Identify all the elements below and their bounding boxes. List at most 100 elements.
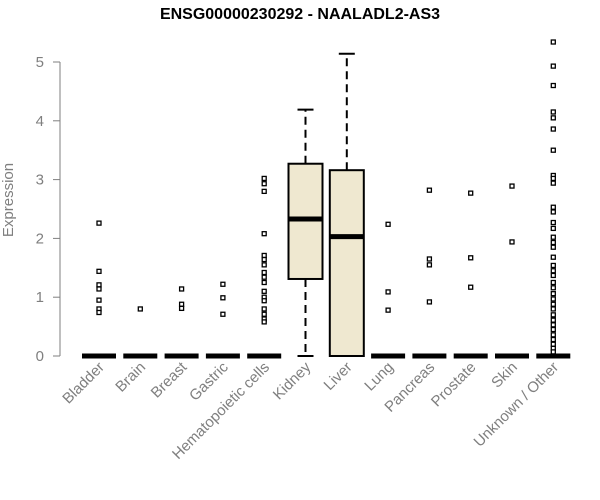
box-group [536, 39, 571, 359]
outlier-point [550, 82, 556, 89]
outlier-point [261, 319, 267, 325]
outlier-point [550, 126, 556, 132]
outlier-point [550, 204, 556, 210]
outlier-point [550, 322, 556, 328]
outlier-point [550, 279, 556, 286]
outlier-point [468, 190, 474, 196]
chart-title: ENSG00000230292 - NAALADL2-AS3 [159, 6, 441, 23]
outlier-point [96, 220, 102, 226]
x-tick-label: Lung [361, 359, 397, 395]
outlier-point [550, 306, 556, 312]
box-group [205, 281, 240, 359]
outlier-point [550, 115, 556, 121]
outlier-point [385, 307, 391, 313]
outlier-point [137, 306, 143, 312]
outlier-point [261, 181, 267, 187]
box-group [164, 286, 199, 359]
outlier-point [220, 311, 226, 317]
outlier-point [550, 341, 556, 347]
outlier-point [550, 147, 556, 153]
outlier-point [261, 252, 267, 259]
outlier-point [550, 291, 556, 297]
outlier-point [550, 349, 556, 355]
outlier-point [550, 39, 556, 45]
x-tick-label: Bladder [59, 359, 108, 408]
outlier-point [550, 312, 556, 318]
x-tick-label: Kidney [270, 358, 315, 403]
y-tick-label: 3 [36, 172, 44, 189]
outlier-point [550, 63, 556, 69]
outlier-point [550, 225, 556, 232]
outlier-point [96, 268, 102, 274]
outlier-point [220, 295, 226, 301]
box-group [453, 190, 488, 359]
box-group [247, 175, 282, 359]
outlier-point [550, 239, 556, 246]
outlier-point [550, 272, 556, 279]
outlier-point [550, 336, 556, 343]
outlier-point [550, 180, 556, 186]
outlier-point [468, 255, 474, 261]
box-group [328, 52, 365, 357]
outlier-point [261, 262, 267, 268]
x-tick-label: Brain [112, 359, 149, 396]
outlier-point [509, 183, 515, 189]
outlier-point [550, 326, 556, 333]
outlier-point [261, 274, 267, 280]
plot-area [82, 39, 571, 359]
box-group [287, 108, 324, 357]
outlier-point [550, 301, 556, 307]
outlier-point [220, 281, 226, 287]
outlier-point [550, 209, 556, 215]
outlier-point [426, 187, 433, 193]
x-tick-label: Skin [488, 359, 521, 392]
outlier-point [468, 284, 474, 290]
x-tick-label: Liver [321, 359, 356, 394]
outlier-point [550, 296, 556, 302]
y-tick-label: 4 [36, 113, 44, 130]
outlier-point [385, 289, 391, 295]
outlier-point [178, 301, 185, 307]
outlier-point [550, 268, 556, 274]
outlier-point [96, 282, 102, 288]
y-axis-title: Expression [0, 163, 17, 237]
y-tick-label: 5 [36, 54, 44, 71]
outlier-point [261, 298, 267, 304]
outlier-point [426, 299, 433, 305]
y-tick-label: 2 [36, 230, 44, 247]
box-group [495, 183, 529, 359]
outlier-point [550, 234, 556, 240]
outlier-point [550, 262, 556, 269]
outlier-point [550, 317, 556, 323]
outlier-point [261, 231, 267, 237]
outlier-point [550, 332, 556, 338]
box-iqr [328, 169, 365, 357]
outlier-point [178, 286, 185, 292]
outlier-point [261, 288, 267, 294]
outlier-point [261, 311, 267, 317]
outlier-point [426, 262, 433, 268]
outlier-point [96, 309, 102, 316]
outlier-point [178, 305, 185, 312]
x-tick-label: Breast [148, 358, 191, 401]
outlier-point [96, 286, 102, 292]
outlier-point [550, 219, 556, 226]
outlier-point [550, 244, 556, 250]
outlier-point [96, 297, 102, 303]
outlier-point [261, 256, 267, 263]
outlier-point [261, 279, 267, 286]
outlier-point [261, 306, 267, 312]
outlier-point [509, 239, 515, 245]
outlier-point [261, 188, 267, 195]
outlier-point [550, 285, 556, 291]
y-axis: 0 1 2 3 4 5 [36, 54, 61, 365]
outlier-point [385, 221, 391, 227]
outlier-point [261, 269, 267, 276]
outlier-point [261, 175, 267, 182]
box-group [82, 220, 116, 359]
outlier-point [550, 175, 556, 182]
box-group [412, 187, 447, 359]
y-tick-label: 0 [36, 348, 44, 365]
